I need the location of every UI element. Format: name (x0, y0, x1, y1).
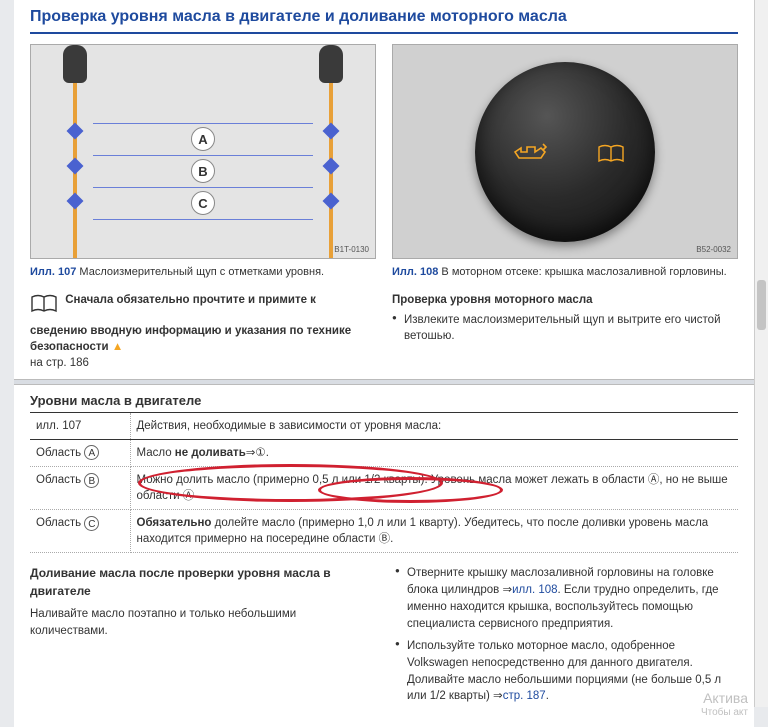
scrollbar-thumb[interactable] (757, 280, 766, 330)
addoil-heading: Доливание масла после проверки уровня ма… (30, 565, 373, 600)
check-bullet-1: Извлеките маслоизмерительный щуп и вытри… (392, 312, 738, 344)
table-row-c: Область C Обязательно долейте масло (при… (30, 510, 738, 553)
table-title: Уровни масла в двигателе (30, 393, 738, 413)
page-title: Проверка уровня масла в двигателе и доли… (30, 8, 738, 34)
fig108-ill-label: Илл. 108 (392, 266, 438, 278)
row-a-pre: Масло (137, 447, 175, 459)
row-c-left: Область (36, 517, 81, 529)
figure-107: A B C B1T-0130 (30, 44, 376, 259)
bottom-left: Доливание масла после проверки уровня ма… (30, 565, 373, 710)
bottom-bullet-1: Отверните крышку маслозаливной горловины… (395, 565, 738, 632)
figure-107-col: A B C B1T-0130 Илл. 107 Маслоизмерительн… (30, 44, 376, 280)
note-left-text: Сначала обязательно прочтите и примите к… (30, 294, 351, 353)
row-c-rest: долейте масло (примерно 1,0 л или 1 квар… (137, 517, 709, 545)
pane-separator (14, 379, 754, 385)
activation-watermark: Актива Чтобы акт (701, 690, 748, 719)
row-c-bold: Обязательно (137, 517, 212, 529)
vertical-scrollbar[interactable] (754, 0, 768, 707)
note-left: Сначала обязательно прочтите и примите к… (30, 292, 376, 371)
notes-row: Сначала обязательно прочтите и примите к… (30, 292, 738, 371)
figure-108-col: B52-0032 Илл. 108 В моторном отсеке: кры… (392, 44, 738, 280)
fig108-caption-text: В моторном отсеке: крышка маслозаливной … (441, 266, 726, 278)
row-b-text: Можно долить масло (примерно 0,5 л или 1… (130, 467, 738, 510)
fig107-ill-label: Илл. 107 (30, 266, 76, 278)
dipstick-right (317, 45, 345, 258)
zone-c-circle: C (84, 516, 99, 531)
row-a-post: ⇒ (246, 447, 256, 459)
dipstick-left (61, 45, 89, 258)
bottom-right: Отверните крышку маслозаливной горловины… (395, 565, 738, 710)
fig108-idcode: B52-0032 (696, 245, 731, 254)
book-icon (597, 144, 625, 169)
addoil-para: Наливайте масло поэтапно и только неболь… (30, 606, 373, 639)
figure-108: B52-0032 (392, 44, 738, 259)
row-a-ico: ① (255, 447, 265, 459)
zone-c-label: C (191, 191, 215, 215)
bottom-bullet-2: Используйте только моторное масло, одобр… (395, 638, 738, 705)
watermark-l2: Чтобы акт (701, 707, 748, 719)
warning-icon: ▲ (112, 341, 123, 353)
figures-row: A B C B1T-0130 Илл. 107 Маслоизмерительн… (30, 44, 738, 280)
table-row-b: Область B Можно долить масло (примерно 0… (30, 467, 738, 510)
row-a-left: Область (36, 447, 81, 459)
link-p187[interactable]: стр. 187 (503, 690, 546, 702)
note-right: Проверка уровня моторного масла Извлекит… (392, 292, 738, 371)
note-left-ref: на стр. 186 (30, 357, 89, 369)
zone-brackets: A B C (93, 115, 313, 225)
levels-table: илл. 107 Действия, необходимые в зависим… (30, 413, 738, 554)
table-wrapper: илл. 107 Действия, необходимые в зависим… (30, 413, 738, 554)
table-head-left: илл. 107 (30, 413, 130, 440)
oil-can-icon (513, 140, 547, 168)
manual-page: Проверка уровня масла в двигателе и доли… (14, 0, 754, 727)
zone-b-circle: B (84, 473, 99, 488)
table-header-row: илл. 107 Действия, необходимые в зависим… (30, 413, 738, 440)
watermark-l1: Актива (701, 690, 748, 707)
row-b-left: Область (36, 474, 81, 486)
fig107-caption: Илл. 107 Маслоизмерительный щуп с отметк… (30, 265, 376, 280)
zone-a-circle: A (84, 445, 99, 460)
bottom-row: Доливание масла после проверки уровня ма… (30, 565, 738, 710)
fig107-caption-text: Маслоизмерительный щуп с отметками уровн… (79, 266, 324, 278)
b2-text: Используйте только моторное масло, одобр… (407, 640, 721, 702)
table-head-right: Действия, необходимые в зависимости от у… (130, 413, 738, 440)
zone-b-label: B (191, 159, 215, 183)
fig108-caption: Илл. 108 В моторном отсеке: крышка масло… (392, 265, 738, 280)
link-ill108[interactable]: илл. 108 (512, 584, 557, 596)
check-heading: Проверка уровня моторного масла (392, 292, 738, 308)
fig107-idcode: B1T-0130 (334, 245, 369, 254)
manual-book-icon (30, 292, 58, 323)
zone-a-label: A (191, 127, 215, 151)
table-row-a: Область A Масло не доливать⇒①. (30, 440, 738, 467)
oil-cap (475, 62, 655, 242)
row-a-bold: не доливать (175, 447, 246, 459)
